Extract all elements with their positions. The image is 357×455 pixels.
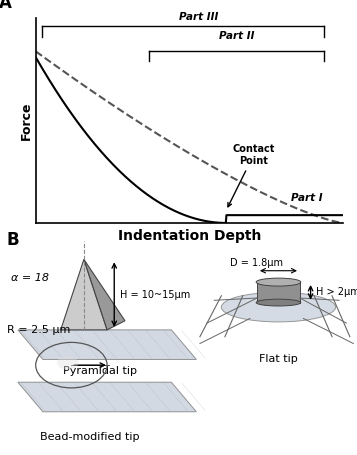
Polygon shape [18, 382, 196, 412]
Text: H = 10~15μm: H = 10~15μm [120, 290, 190, 299]
Text: Contact
Point: Contact Point [228, 144, 275, 207]
Text: Pyramidal tip: Pyramidal tip [63, 366, 137, 376]
Text: A: A [0, 0, 12, 12]
Text: R = 2.5 μm: R = 2.5 μm [7, 325, 71, 335]
Text: Flat tip: Flat tip [259, 354, 298, 364]
Polygon shape [84, 259, 125, 330]
Ellipse shape [256, 278, 301, 286]
Text: B: B [6, 231, 19, 249]
Y-axis label: Force: Force [20, 101, 33, 140]
Text: Bead-modified tip: Bead-modified tip [40, 432, 139, 442]
X-axis label: Indentation Depth: Indentation Depth [117, 228, 261, 243]
Ellipse shape [256, 299, 301, 306]
Ellipse shape [221, 292, 336, 322]
Polygon shape [18, 330, 196, 359]
Text: D = 1.8μm: D = 1.8μm [230, 258, 283, 268]
Text: Part I: Part I [291, 193, 322, 203]
Polygon shape [257, 282, 300, 303]
Text: Part III: Part III [179, 12, 218, 22]
Text: Part II: Part II [219, 31, 255, 40]
Text: H > 2μm: H > 2μm [316, 288, 357, 297]
Polygon shape [61, 259, 107, 330]
Circle shape [57, 356, 79, 369]
Text: α = 18: α = 18 [11, 273, 49, 283]
